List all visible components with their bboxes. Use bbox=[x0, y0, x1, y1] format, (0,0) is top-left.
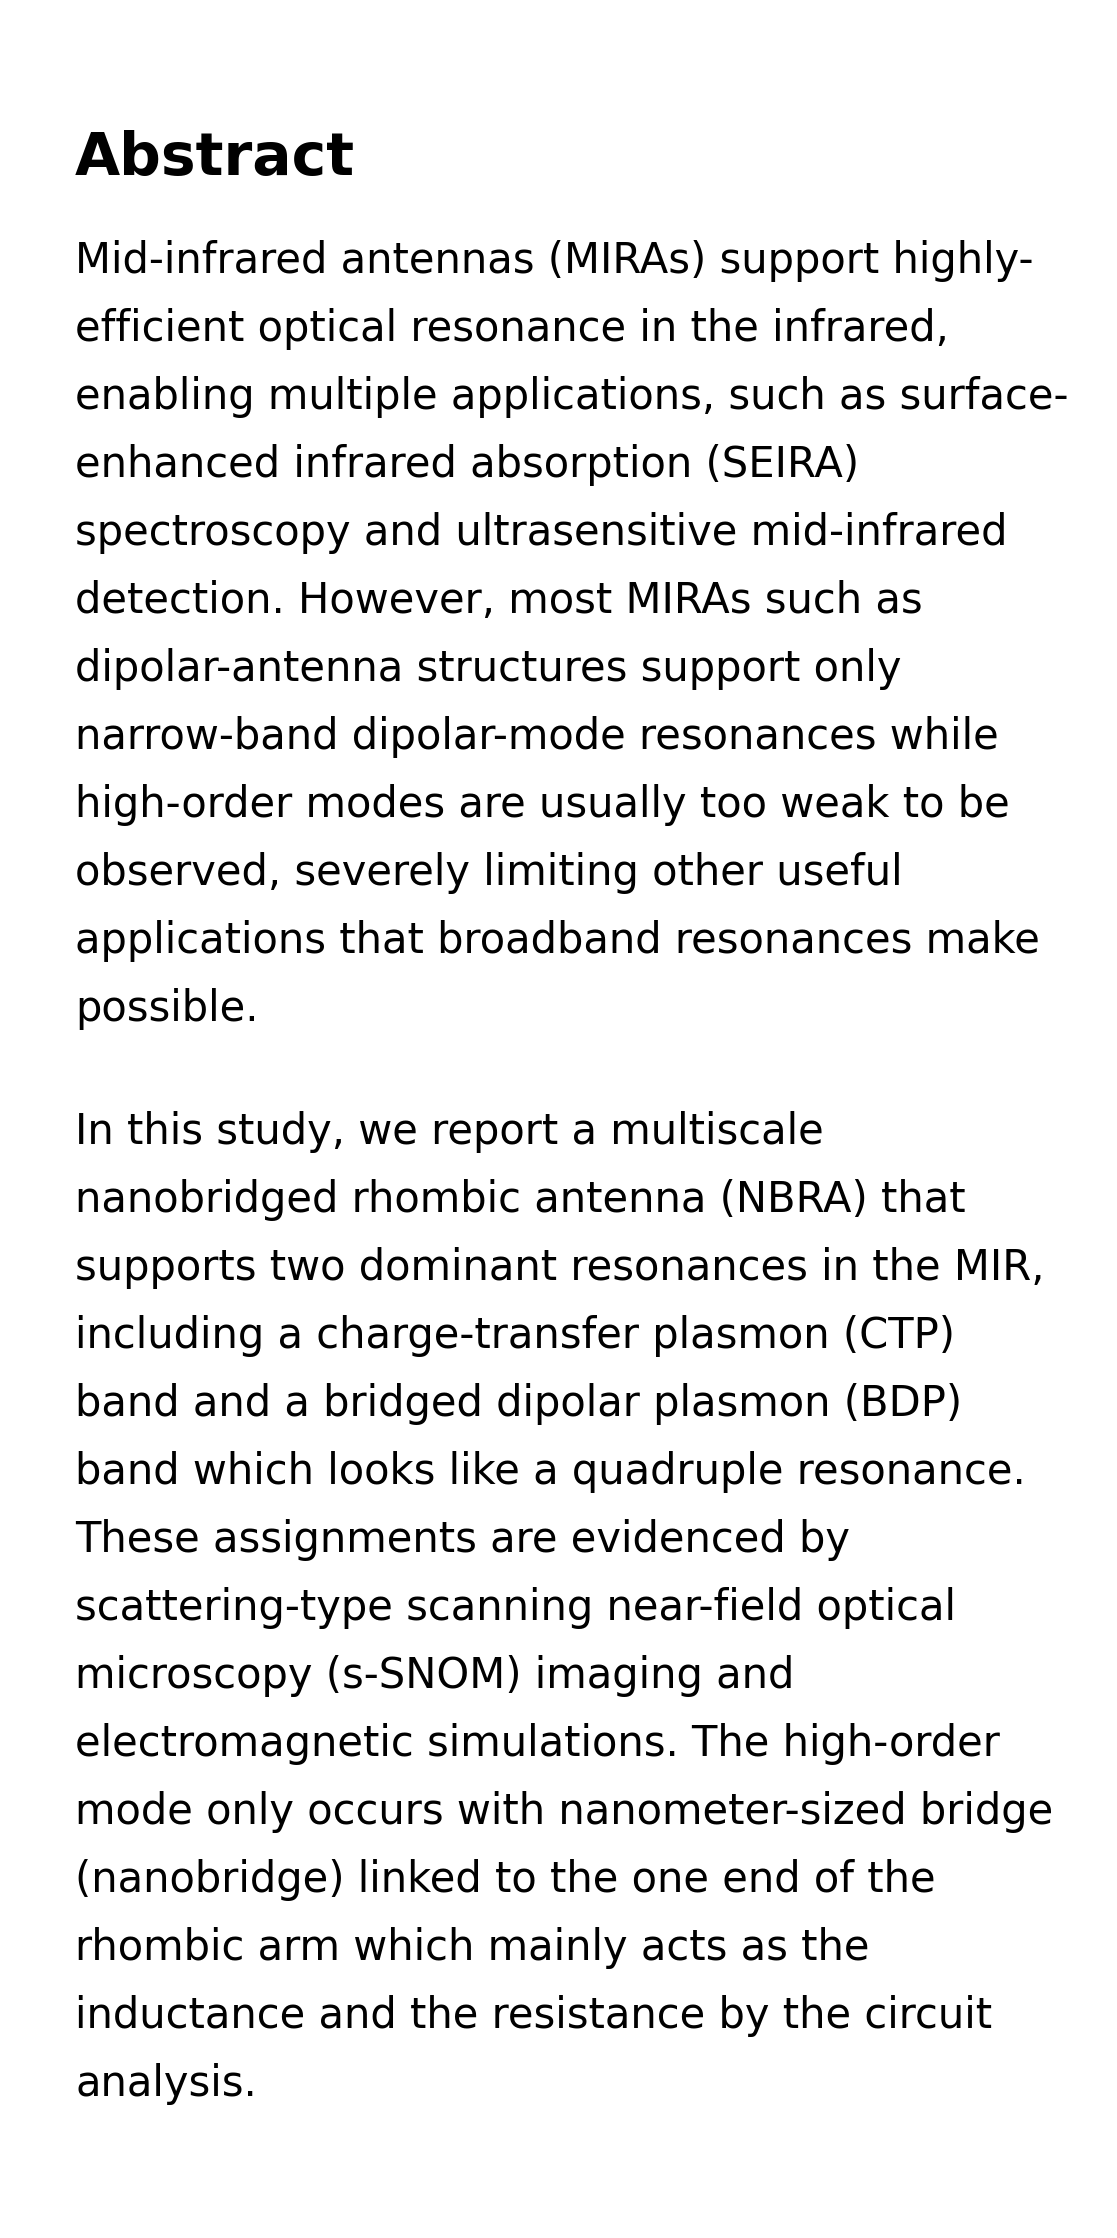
Text: applications that broadband resonances make: applications that broadband resonances m… bbox=[75, 920, 1040, 962]
Text: spectroscopy and ultrasensitive mid-infrared: spectroscopy and ultrasensitive mid-infr… bbox=[75, 513, 1008, 555]
Text: band which looks like a quadruple resonance.: band which looks like a quadruple resona… bbox=[75, 1450, 1025, 1493]
Text: analysis.: analysis. bbox=[75, 2063, 257, 2106]
Text: These assignments are evidenced by: These assignments are evidenced by bbox=[75, 1520, 850, 1560]
Text: mode only occurs with nanometer-sized bridge: mode only occurs with nanometer-sized br… bbox=[75, 1790, 1053, 1833]
Text: enabling multiple applications, such as surface-: enabling multiple applications, such as … bbox=[75, 376, 1069, 419]
Text: supports two dominant resonances in the MIR,: supports two dominant resonances in the … bbox=[75, 1247, 1044, 1289]
Text: Abstract: Abstract bbox=[75, 130, 355, 188]
Text: high-order modes are usually too weak to be: high-order modes are usually too weak to… bbox=[75, 783, 1010, 826]
Text: including a charge-transfer plasmon (CTP): including a charge-transfer plasmon (CTP… bbox=[75, 1316, 955, 1356]
Text: enhanced infrared absorption (SEIRA): enhanced infrared absorption (SEIRA) bbox=[75, 443, 859, 486]
Text: narrow-band dipolar-mode resonances while: narrow-band dipolar-mode resonances whil… bbox=[75, 716, 999, 759]
Text: scattering-type scanning near-field optical: scattering-type scanning near-field opti… bbox=[75, 1587, 956, 1629]
Text: efficient optical resonance in the infrared,: efficient optical resonance in the infra… bbox=[75, 309, 948, 349]
Text: band and a bridged dipolar plasmon (BDP): band and a bridged dipolar plasmon (BDP) bbox=[75, 1383, 962, 1426]
Text: dipolar-antenna structures support only: dipolar-antenna structures support only bbox=[75, 649, 901, 689]
Text: inductance and the resistance by the circuit: inductance and the resistance by the cir… bbox=[75, 1994, 992, 2037]
Text: (nanobridge) linked to the one end of the: (nanobridge) linked to the one end of th… bbox=[75, 1860, 936, 1900]
Text: possible.: possible. bbox=[75, 987, 258, 1029]
Text: nanobridged rhombic antenna (NBRA) that: nanobridged rhombic antenna (NBRA) that bbox=[75, 1179, 965, 1222]
Text: In this study, we report a multiscale: In this study, we report a multiscale bbox=[75, 1110, 823, 1153]
Text: rhombic arm which mainly acts as the: rhombic arm which mainly acts as the bbox=[75, 1927, 869, 1969]
Text: Mid-infrared antennas (MIRAs) support highly-: Mid-infrared antennas (MIRAs) support hi… bbox=[75, 239, 1033, 282]
Text: electromagnetic simulations. The high-order: electromagnetic simulations. The high-or… bbox=[75, 1723, 1000, 1766]
Text: microscopy (s-SNOM) imaging and: microscopy (s-SNOM) imaging and bbox=[75, 1654, 794, 1696]
Text: observed, severely limiting other useful: observed, severely limiting other useful bbox=[75, 853, 903, 893]
Text: detection. However, most MIRAs such as: detection. However, most MIRAs such as bbox=[75, 580, 923, 622]
